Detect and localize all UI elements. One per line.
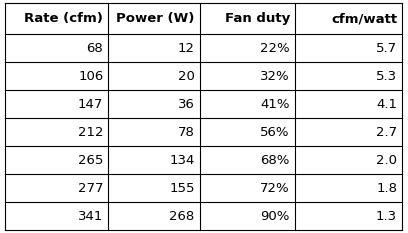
Text: 32%: 32% (260, 70, 290, 83)
Text: 68%: 68% (261, 154, 290, 167)
Text: 20: 20 (178, 70, 195, 83)
Text: 90%: 90% (261, 209, 290, 223)
Text: 12: 12 (177, 42, 195, 55)
Text: 277: 277 (78, 182, 103, 195)
Text: 22%: 22% (260, 42, 290, 55)
Text: 134: 134 (169, 154, 195, 167)
Text: Power (W): Power (W) (116, 12, 195, 25)
Text: 56%: 56% (260, 126, 290, 139)
Text: Fan duty: Fan duty (225, 12, 290, 25)
Text: 78: 78 (178, 126, 195, 139)
Text: 41%: 41% (260, 98, 290, 111)
Text: 36: 36 (178, 98, 195, 111)
Text: 2.0: 2.0 (376, 154, 397, 167)
Text: 155: 155 (169, 182, 195, 195)
Text: 1.8: 1.8 (376, 182, 397, 195)
Text: 5.7: 5.7 (376, 42, 397, 55)
Text: 265: 265 (78, 154, 103, 167)
Text: 5.3: 5.3 (376, 70, 397, 83)
Text: 341: 341 (78, 209, 103, 223)
Text: 268: 268 (169, 209, 195, 223)
Text: 4.1: 4.1 (376, 98, 397, 111)
Text: 1.3: 1.3 (376, 209, 397, 223)
Text: 68: 68 (86, 42, 103, 55)
Text: 106: 106 (78, 70, 103, 83)
Text: cfm/watt: cfm/watt (331, 12, 397, 25)
Text: Rate (cfm): Rate (cfm) (24, 12, 103, 25)
Text: 147: 147 (78, 98, 103, 111)
Text: 2.7: 2.7 (376, 126, 397, 139)
Text: 72%: 72% (260, 182, 290, 195)
Text: 212: 212 (78, 126, 103, 139)
